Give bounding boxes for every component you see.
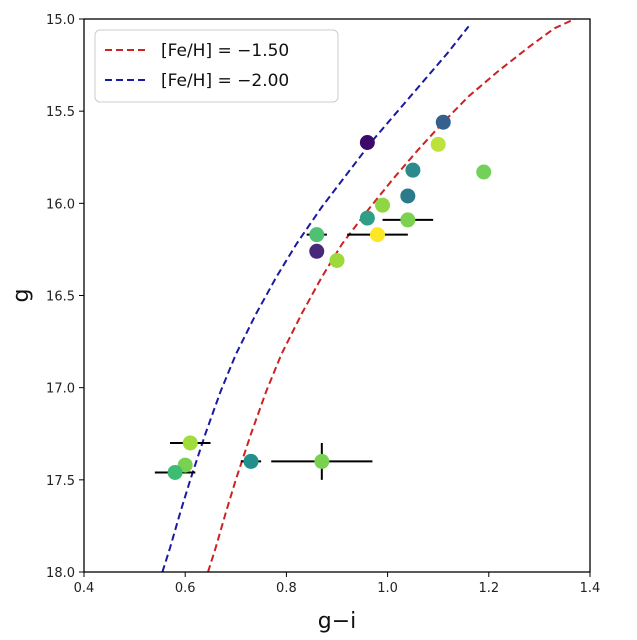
data-point-9 (309, 227, 325, 243)
data-point-3 (405, 162, 421, 178)
data-point-16 (243, 453, 259, 469)
x-axis-ticks: 0.4 0.6 0.8 1.0 1.2 1.4 (74, 572, 601, 596)
x-tick-label-3: 1.0 (377, 581, 398, 596)
isochrone-curves (161, 19, 576, 572)
y-axis-label: g (9, 289, 34, 303)
y-tick-label-0: 15.0 (46, 13, 75, 28)
data-point-11 (309, 243, 325, 259)
y-tick-label-6: 18.0 (46, 566, 75, 581)
legend: [Fe/H] = −1.50 [Fe/H] = −2.00 (94, 29, 339, 103)
data-point-2 (430, 136, 446, 152)
data-point-5 (400, 188, 416, 204)
data-point-15 (167, 464, 183, 480)
legend-label-0: [Fe/H] = −1.50 (161, 41, 289, 61)
y-axis-ticks: 15.0 15.5 16.0 16.5 17.0 17.5 18.0 (46, 13, 84, 581)
legend-box (94, 29, 339, 103)
data-point-13 (182, 435, 198, 451)
data-point-8 (400, 212, 416, 228)
isochrone-curve-1 (161, 25, 470, 572)
data-points (167, 114, 492, 480)
x-tick-label-1: 0.6 (175, 581, 196, 596)
y-tick-label-4: 17.0 (46, 382, 75, 397)
legend-label-1: [Fe/H] = −2.00 (161, 71, 289, 91)
x-axis-label: g−i (318, 609, 357, 634)
data-point-10 (369, 227, 385, 243)
y-tick-label-2: 16.0 (46, 197, 75, 212)
data-point-17 (314, 453, 330, 469)
data-point-0 (359, 135, 375, 151)
y-tick-label-5: 17.5 (46, 474, 75, 489)
data-point-1 (435, 114, 451, 130)
y-tick-label-3: 16.5 (46, 290, 75, 305)
data-point-6 (375, 197, 391, 213)
isochrone-curve-0 (207, 19, 576, 572)
data-point-4 (476, 164, 492, 180)
y-tick-label-1: 15.5 (46, 105, 75, 120)
x-tick-label-0: 0.4 (74, 581, 95, 596)
x-tick-label-4: 1.2 (478, 581, 499, 596)
x-tick-label-5: 1.4 (580, 581, 601, 596)
data-point-12 (329, 252, 345, 268)
data-point-7 (359, 210, 375, 226)
x-tick-label-2: 0.8 (276, 581, 297, 596)
